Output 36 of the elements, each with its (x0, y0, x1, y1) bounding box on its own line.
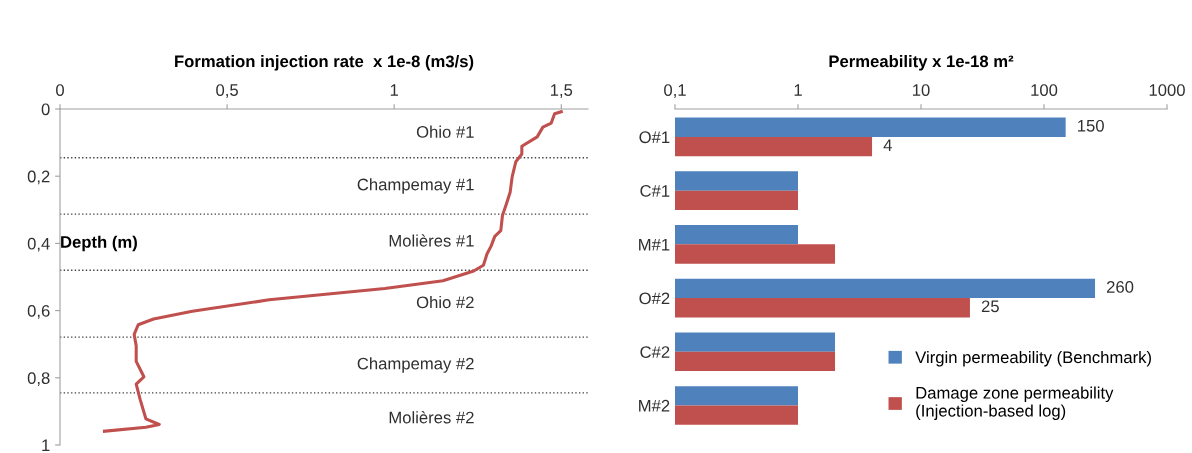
y-tick-label: C#1 (640, 185, 670, 197)
annotation: Molières #2 (389, 411, 474, 424)
y-tick-label: 0,2 (27, 170, 50, 185)
legend-label: Virgin permeability (Benchmark) (915, 350, 1151, 367)
x-axis-title: Formation injection rate x 1e-8 (m3/s) (175, 55, 474, 71)
x-tick-label: 100 (1031, 84, 1058, 96)
annotation: Ohio #2 (416, 295, 474, 309)
y-tick-label: 0,8 (27, 372, 50, 386)
y-tick-label: 1 (42, 439, 50, 452)
y-axis-title: Depth (m) (61, 235, 137, 252)
data-label: 25 (981, 300, 999, 313)
data-label: 260 (1106, 281, 1134, 293)
x-axis-title: Permeability x 1e-18 m² (829, 55, 1014, 71)
x-tick-label: 0,5 (216, 84, 238, 98)
annotation: Ohio #1 (416, 125, 474, 138)
data-label: 4 (883, 139, 892, 151)
y-tick-label: M#2 (639, 399, 670, 412)
x-tick-label: 1,5 (550, 84, 573, 98)
x-tick-label: 10 (913, 84, 930, 96)
annotation: Champemay #2 (357, 357, 474, 373)
y-tick-label: O#2 (639, 292, 670, 305)
y-tick-label: M#1 (639, 238, 670, 251)
x-tick-label: 1 (390, 84, 398, 96)
y-tick-label: 0,4 (27, 237, 50, 252)
x-tick-label: 0,1 (664, 84, 686, 98)
y-tick-label: 0,6 (27, 305, 50, 319)
x-tick-label: 1000 (1149, 84, 1185, 96)
annotation: Champemay #1 (357, 178, 474, 194)
y-tick-label: 0 (41, 103, 50, 116)
data-label: 150 (1078, 119, 1104, 132)
annotation: Molières #1 (389, 234, 474, 247)
legend-label: Damage zone permeability (Injection-based log) (916, 386, 1114, 420)
x-tick-label: 0 (56, 84, 64, 96)
y-tick-label: O#1 (639, 131, 670, 144)
y-tick-label: C#2 (640, 346, 670, 358)
x-tick-label: 1 (794, 84, 802, 96)
